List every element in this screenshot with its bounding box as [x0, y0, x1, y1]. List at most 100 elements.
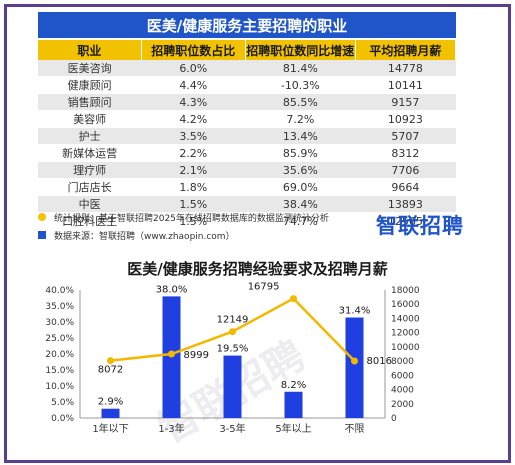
cell-growth: 7.2% [245, 110, 356, 128]
cell-share: 4.4% [141, 76, 246, 94]
table-row: 门店店长 1.8% 69.0% 9664 [38, 178, 456, 196]
salary-point [290, 295, 297, 303]
category-label: 不限 [345, 423, 365, 435]
cell-occupation: 销售顾问 [38, 93, 142, 111]
right-tick-label: 16000 [391, 300, 420, 310]
cell-occupation: 医美咨询 [38, 60, 142, 77]
header-share: 招聘职位数占比 [141, 40, 246, 60]
salary-point [229, 328, 236, 336]
cell-salary: 7706 [355, 161, 456, 179]
left-tick-label: 5.0% [51, 398, 74, 408]
cell-salary: 13893 [355, 195, 456, 213]
cell-share: 4.3% [141, 93, 246, 111]
cell-growth: -10.3% [245, 76, 356, 94]
cell-growth: 69.0% [245, 178, 356, 196]
cell-occupation: 健康顾问 [38, 76, 142, 94]
right-tick-label: 6000 [391, 371, 414, 381]
brand-logo: 智联招聘 [376, 214, 464, 238]
cell-salary: 12565 [355, 212, 456, 230]
bar [223, 355, 242, 418]
right-tick-label: 8000 [391, 357, 414, 367]
bullet-square-icon [38, 231, 46, 239]
cell-growth: 35.6% [245, 161, 356, 179]
bar-value-label: 8.2% [281, 380, 306, 391]
jobs-table: 职业 招聘职位数占比 招聘职位数同比增速 平均招聘月薪 医美咨询 6.0% 81.4… [38, 40, 457, 230]
cell-growth: 81.4% [245, 60, 356, 77]
cell-salary: 10141 [355, 76, 456, 94]
cell-share: 2.2% [141, 144, 246, 162]
cell-occupation: 新媒体运营 [38, 144, 142, 162]
cell-share: 4.2% [141, 110, 246, 128]
chart-title: 医美/健康服务招聘经验要求及招聘月薪 [127, 260, 388, 278]
category-label: 5年以上 [275, 422, 311, 435]
cell-salary: 9157 [355, 93, 456, 111]
data-source-text: 数据来源：智联招聘（www.zhaopin.com） [54, 231, 235, 242]
note-data-source: 数据来源：智联招聘（www.zhaopin.com） [38, 227, 329, 243]
bar-value-label: 2.9% [98, 397, 123, 408]
salary-value-label: 8072 [98, 365, 123, 376]
cell-growth: 85.5% [245, 93, 356, 111]
bar [345, 317, 364, 418]
right-tick-label: 10000 [391, 343, 420, 353]
cell-occupation: 口腔科医生 [38, 212, 142, 230]
salary-value-label: 16795 [248, 282, 280, 293]
salary-point [351, 357, 358, 365]
table-row: 新媒体运营 2.2% 85.9% 8312 [38, 144, 456, 162]
left-tick-label: 35.0% [45, 302, 74, 312]
left-tick-label: 20.0% [45, 350, 74, 360]
salary-value-label: 8016 [367, 356, 392, 367]
cell-growth: 74.7% [245, 212, 356, 230]
cell-growth: 38.4% [245, 195, 356, 213]
table-row: 中医 1.5% 38.4% 13893 [38, 195, 456, 213]
salary-value-label: 12149 [217, 315, 249, 326]
cell-share: 3.5% [141, 127, 246, 145]
bullet-dot-icon [38, 213, 46, 221]
table-row: 销售顾问 4.3% 85.5% 9157 [38, 93, 456, 111]
right-tick-label: 4000 [391, 386, 414, 396]
right-tick-label: 18000 [391, 286, 420, 296]
salary-value-label: 8999 [184, 350, 209, 361]
cell-occupation: 中医 [38, 195, 142, 213]
cell-share: 6.0% [141, 60, 246, 77]
right-tick-label: 2000 [391, 400, 414, 410]
cell-occupation: 护士 [38, 127, 142, 145]
bar-value-label: 31.4% [339, 306, 371, 317]
right-tick-label: 12000 [391, 329, 420, 339]
right-tick-label: 0 [391, 414, 397, 424]
bar-value-label: 38.0% [156, 284, 188, 295]
left-tick-label: 25.0% [45, 334, 74, 344]
note-stats-rule: 统计规则：基于智联招聘2025年在线招聘数据库的数据监测统计分析 [38, 209, 329, 225]
table-row: 美容师 4.2% 7.2% 10923 [38, 110, 456, 128]
table-row: 护士 3.5% 13.4% 5707 [38, 127, 456, 145]
header-salary: 平均招聘月薪 [355, 40, 457, 60]
left-tick-label: 30.0% [45, 318, 74, 328]
cell-salary: 10923 [355, 110, 456, 128]
cell-share: 2.1% [141, 161, 246, 179]
header-occupation: 职业 [38, 40, 142, 60]
category-label: 1-3年 [158, 422, 184, 435]
bar-value-label: 19.5% [217, 344, 249, 355]
left-tick-label: 15.0% [45, 366, 74, 376]
cell-share: 1.8% [141, 178, 246, 196]
notes: 统计规则：基于智联招聘2025年在线招聘数据库的数据监测统计分析 数据来源：智联… [38, 209, 329, 245]
cell-salary: 8312 [355, 144, 456, 162]
salary-point [107, 357, 114, 365]
table-row: 医美咨询 6.0% 81.4% 14778 [38, 60, 456, 77]
left-tick-label: 0.0% [51, 414, 74, 424]
cell-growth: 85.9% [245, 144, 356, 162]
cell-share: 1.5% [141, 195, 246, 213]
header-growth: 招聘职位数同比增速 [245, 40, 356, 60]
salary-point [168, 350, 175, 358]
table-row: 理疗师 2.1% 35.6% 7706 [38, 161, 456, 179]
cell-salary: 9664 [355, 178, 456, 196]
cell-salary: 14778 [355, 60, 456, 77]
cell-occupation: 门店店长 [38, 178, 142, 196]
left-tick-label: 10.0% [45, 382, 74, 392]
table-title: 医美/健康服务主要招聘的职业 [38, 12, 456, 38]
table-row: 口腔科医生 1.5% 74.7% 12565 [38, 212, 456, 230]
stats-rule-text: 统计规则：基于智联招聘2025年在线招聘数据库的数据监测统计分析 [54, 213, 329, 224]
right-tick-label: 14000 [391, 314, 420, 324]
experience-salary-chart: 0.0% 5.0% 10.0% 15.0% 20.0% 25.0% 30.0% 35.0% 40… [45, 282, 420, 435]
cell-occupation: 美容师 [38, 110, 142, 128]
cell-growth: 13.4% [245, 127, 356, 145]
